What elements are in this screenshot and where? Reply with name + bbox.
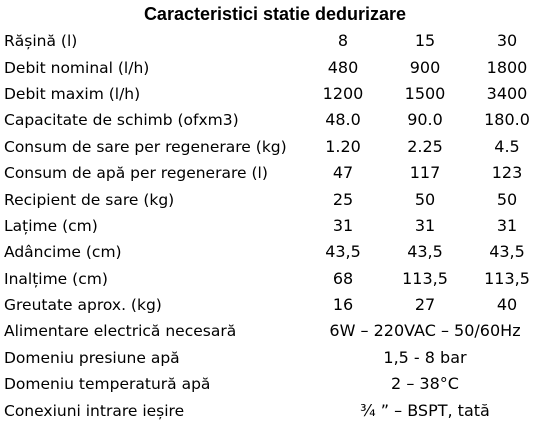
cell-value: 43,5 — [489, 242, 525, 262]
row-label: Lațime (cm) — [4, 216, 98, 235]
table-row-pressure-range: Domeniu presiune apă 1,5 - 8 bar — [4, 345, 548, 371]
cell-value: 90.0 — [407, 110, 443, 130]
cell-value: 31 — [332, 215, 354, 235]
cell-value: 16 — [332, 295, 354, 315]
cell-value: 123 — [491, 163, 523, 183]
cell-value: 48.0 — [325, 110, 361, 130]
cell-value: 113,5 — [402, 268, 448, 288]
table-row-salt-consumption: Consum de sare per regenerare (kg) 1.20 … — [4, 134, 548, 160]
row-label: Debit maxim (l/h) — [4, 84, 141, 103]
cell-value: 2.25 — [407, 136, 443, 156]
cell-value: 8 — [337, 31, 349, 51]
row-label: Adâncime (cm) — [4, 243, 122, 262]
cell-value: 15 — [414, 31, 436, 51]
cell-value: 68 — [332, 268, 354, 288]
row-label: Debit nominal (l/h) — [4, 58, 150, 77]
cell-value: 50 — [414, 189, 436, 209]
cell-value: 50 — [496, 189, 518, 209]
cell-value: 31 — [414, 215, 436, 235]
row-label: Domeniu temperatură apă — [4, 375, 211, 394]
table-row-water-consumption: Consum de apă per regenerare (l) 47 117 … — [4, 160, 548, 186]
cell-value: 40 — [496, 295, 518, 315]
cell-value: 1,5 - 8 bar — [383, 347, 467, 367]
cell-value: 180.0 — [484, 110, 530, 130]
cell-value: 4.5 — [494, 136, 520, 156]
cell-value: 43,5 — [325, 242, 361, 262]
cell-value: 30 — [496, 31, 518, 51]
cell-value: 3400 — [486, 83, 528, 103]
table-row-connections: Conexiuni intrare ieșire ¾ ” – BSPT, tat… — [4, 397, 548, 423]
cell-value: 1.20 — [325, 136, 361, 156]
row-label: Consum de sare per regenerare (kg) — [4, 137, 287, 156]
cell-value: 31 — [496, 215, 518, 235]
cell-value: 25 — [332, 189, 354, 209]
row-label: Alimentare electrică necesară — [4, 322, 237, 341]
table-row-resin: Rășină (l) 8 15 30 — [4, 28, 548, 54]
table-row-temperature-range: Domeniu temperatură apă 2 – 38°C — [4, 371, 548, 397]
page-title: Caracteristici statie dedurizare — [143, 4, 407, 24]
row-label: Consum de apă per regenerare (l) — [4, 164, 268, 183]
cell-value: 117 — [409, 163, 441, 183]
table-row-width: Lațime (cm) 31 31 31 — [4, 213, 548, 239]
row-label: Rășină (l) — [4, 32, 78, 51]
table-row-height: Inalțime (cm) 68 113,5 113,5 — [4, 266, 548, 292]
cell-value: 47 — [332, 163, 354, 183]
table-row-power-supply: Alimentare electrică necesară 6W – 220VA… — [4, 318, 548, 344]
cell-value: 113,5 — [484, 268, 530, 288]
cell-value: 900 — [409, 57, 441, 77]
row-label: Capacitate de schimb (ofxm3) — [4, 111, 239, 130]
cell-value: 43,5 — [407, 242, 443, 262]
table-row-weight: Greutate aprox. (kg) 16 27 40 — [4, 292, 548, 318]
specifications-table: Rășină (l) 8 15 30 Debit nominal (l/h) 4… — [4, 28, 548, 424]
cell-value: 2 – 38°C — [391, 374, 459, 394]
row-label: Domeniu presiune apă — [4, 348, 180, 367]
cell-value: ¾ ” – BSPT, tată — [360, 400, 490, 420]
table-row-salt-container: Recipient de sare (kg) 25 50 50 — [4, 186, 548, 212]
table-row-exchange-capacity: Capacitate de schimb (ofxm3) 48.0 90.0 1… — [4, 107, 548, 133]
row-label: Recipient de sare (kg) — [4, 190, 175, 209]
table-row-max-flow: Debit maxim (l/h) 1200 1500 3400 — [4, 81, 548, 107]
row-label: Greutate aprox. (kg) — [4, 296, 162, 315]
cell-value: 1800 — [486, 57, 528, 77]
cell-value: 6W – 220VAC – 50/60Hz — [329, 321, 521, 341]
cell-value: 1500 — [404, 83, 446, 103]
cell-value: 27 — [414, 295, 436, 315]
cell-value: 480 — [327, 57, 359, 77]
row-label: Inalțime (cm) — [4, 269, 108, 288]
row-label: Conexiuni intrare ieșire — [4, 401, 185, 420]
cell-value: 1200 — [322, 83, 364, 103]
table-row-nominal-flow: Debit nominal (l/h) 480 900 1800 — [4, 54, 548, 80]
table-row-depth: Adâncime (cm) 43,5 43,5 43,5 — [4, 239, 548, 265]
